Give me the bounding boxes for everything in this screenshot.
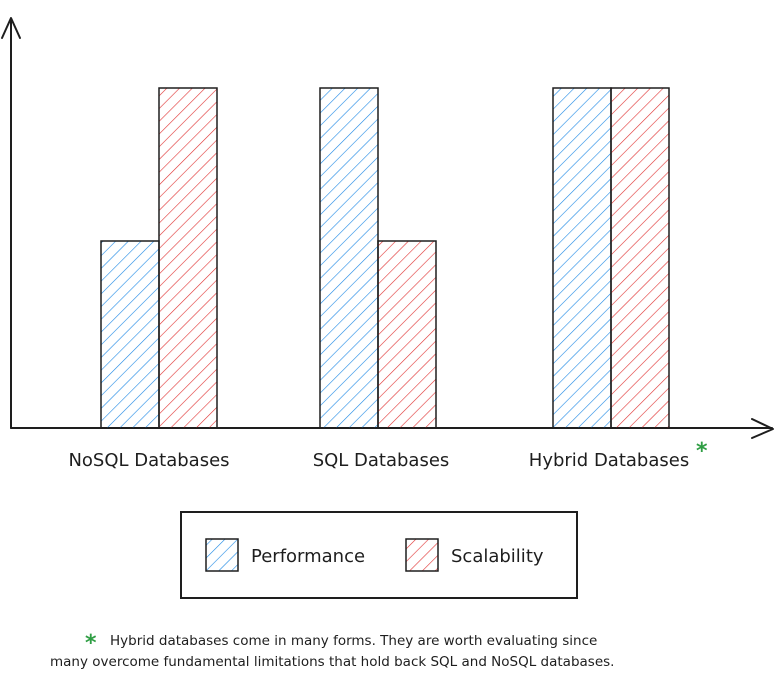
category-labels: NoSQL Databases SQL Databases Hybrid Datab… [68,450,689,471]
category-label-nosql-databases: NoSQL Databases [68,450,229,471]
bars [100,87,670,429]
footnote-line-1: Hybrid databases come in many forms. The… [110,633,597,649]
bar-hybrid-databases-performance [552,87,612,429]
legend-swatch-performance [205,538,239,572]
legend-swatch-scalability [405,538,439,572]
footnote-line-2: many overcome fundamental limitations th… [50,654,614,670]
bar-sql-databases-scalability [377,240,437,429]
y-axis [1,17,21,429]
hybrid-asterisk-icon: * [696,439,708,464]
bar-hybrid-databases-scalability [610,87,670,429]
legend-label-performance: Performance [251,546,365,567]
footnote: * Hybrid databases come in many forms. T… [50,631,614,670]
footnote-asterisk-icon: * [85,631,97,656]
legend-item-scalability: Scalability [405,538,544,572]
bar-sql-databases-performance [319,87,379,429]
legend-item-performance: Performance [205,538,365,572]
legend-label-scalability: Scalability [451,546,544,567]
bar-nosql-databases-performance [100,240,160,429]
y-axis-arrow-icon [1,17,21,39]
category-label-sql-databases: SQL Databases [313,450,450,471]
x-axis-arrow-icon [751,418,774,439]
legend-box [180,511,578,599]
bar-nosql-databases-scalability [158,87,218,429]
legend: Performance Scalability [180,511,578,599]
category-label-hybrid-databases: Hybrid Databases [529,450,689,471]
